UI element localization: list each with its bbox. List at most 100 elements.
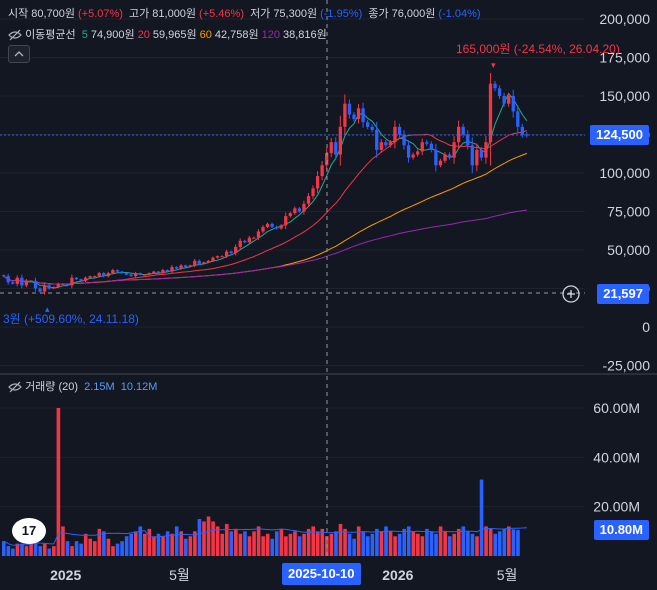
volume-bar	[6, 546, 11, 556]
volume-bar	[479, 479, 484, 556]
candle-body	[197, 260, 201, 264]
volume-bar	[425, 528, 429, 556]
open-label: 시작	[8, 8, 29, 20]
candle-body	[306, 196, 311, 204]
candles	[2, 72, 529, 295]
volume-bar	[220, 533, 224, 556]
candle-body	[361, 108, 365, 123]
volume-bar	[457, 528, 461, 556]
candle-body	[475, 149, 479, 166]
volume-bar	[33, 533, 38, 556]
candle-body	[356, 108, 361, 120]
volume-bar	[102, 531, 106, 556]
volume-bar	[511, 529, 516, 556]
volume-bar	[165, 531, 170, 556]
volume-bar	[502, 528, 507, 556]
ma-period-60: 60	[199, 29, 212, 41]
volume-bar	[352, 538, 356, 556]
moving-average-lines	[3, 92, 528, 289]
candle-body	[325, 152, 329, 166]
candle-body	[347, 103, 352, 115]
volume-bar	[329, 533, 334, 556]
tradingview-logo[interactable]: 17	[12, 518, 46, 544]
candle-body	[511, 96, 515, 112]
volume-bar	[143, 533, 147, 556]
candle-body	[520, 126, 524, 135]
price-tick-label: -25,000	[603, 358, 651, 374]
volume-bar	[70, 546, 74, 556]
candle-body	[224, 251, 229, 257]
volume-bar	[206, 516, 211, 556]
candle-body	[202, 262, 206, 264]
candle-body	[516, 111, 520, 127]
price-tick-label: 200,000	[599, 11, 650, 27]
volume-bar	[306, 528, 311, 556]
volume-value: 2.15M	[84, 381, 115, 393]
volume-bar	[111, 546, 115, 556]
ma-period-120: 120	[261, 29, 281, 41]
candle-body	[338, 126, 342, 155]
ma-value-120: 38,816원	[283, 29, 327, 41]
volume-bar	[234, 528, 238, 556]
volume-bar	[366, 536, 370, 556]
volume-legend[interactable]: 거래량 (20) 2.15M 10.12M	[8, 378, 160, 394]
ma-value-20: 59,965원	[152, 29, 197, 41]
high-marker: ▾	[491, 60, 496, 70]
candle-body	[297, 208, 302, 212]
volume-bar	[406, 526, 411, 556]
candle-body	[379, 142, 383, 150]
ohlc-legend: 시작 80,700원 (+5.07%) 고가 81,000원 (+5.46%) 저가 75…	[8, 5, 484, 21]
volume-bar	[161, 536, 165, 556]
volume-bar	[315, 531, 320, 556]
ma-legend[interactable]: 이동평균선 5 74,900원 20 59,965원 60 42,758원 120 38,81…	[8, 26, 333, 42]
crosshair-date-tag: 2025-10-10	[282, 563, 361, 585]
volume-bar	[106, 538, 111, 556]
volume-bar	[470, 533, 475, 556]
volume-bar	[461, 526, 466, 556]
candle-body	[461, 126, 465, 135]
volume-bar	[170, 533, 174, 556]
volume-bar	[397, 533, 402, 556]
eye-hidden-icon[interactable]	[8, 29, 22, 41]
volume-bar	[29, 538, 33, 556]
volume-bar	[393, 536, 397, 556]
candle-body	[525, 134, 529, 136]
candle-body	[29, 280, 33, 282]
volume-bar	[224, 523, 229, 556]
volume-bar	[411, 531, 416, 556]
volume-bar	[215, 526, 220, 556]
volume-bar	[56, 408, 61, 556]
candle-body	[20, 277, 24, 286]
time-axis: 2025 5월 2026 5월	[50, 567, 517, 583]
collapse-legend-button[interactable]	[8, 45, 30, 63]
eye-hidden-icon[interactable]	[8, 381, 22, 393]
volume-bar	[256, 526, 261, 556]
volume-bar	[434, 533, 438, 556]
candle-body	[488, 83, 493, 143]
price-tick-label: 50,000	[607, 242, 650, 258]
high-value: 81,000원	[152, 8, 197, 20]
ma-period-5: 5	[81, 29, 88, 41]
candle-body	[429, 143, 433, 150]
volume-bar	[74, 541, 79, 556]
volume-bar	[193, 531, 197, 556]
candle-body	[470, 145, 474, 166]
add-alert-button[interactable]	[562, 285, 580, 303]
candle-body	[502, 96, 506, 104]
volume-bar	[15, 543, 20, 556]
ma-values: 5 74,900원 20 59,965원 60 42,758원 120 38,816원	[82, 29, 330, 41]
cursor-price-tag: 21,597	[597, 284, 649, 304]
current-volume-tag: 10.80M	[593, 520, 649, 540]
candle-body	[215, 256, 220, 258]
high-annotation: 165,000원 (-24.54%, 26.04.20)	[456, 42, 620, 56]
volume-bar	[88, 538, 93, 556]
time-tick-label: 2026	[382, 567, 413, 583]
volume-bar	[438, 526, 443, 556]
volume-bar	[275, 531, 279, 556]
volume-bar	[247, 536, 252, 556]
volume-bar	[334, 531, 338, 556]
price-tick-label: 0	[642, 319, 650, 335]
candle-body	[229, 251, 233, 254]
volume-bar	[443, 531, 447, 556]
